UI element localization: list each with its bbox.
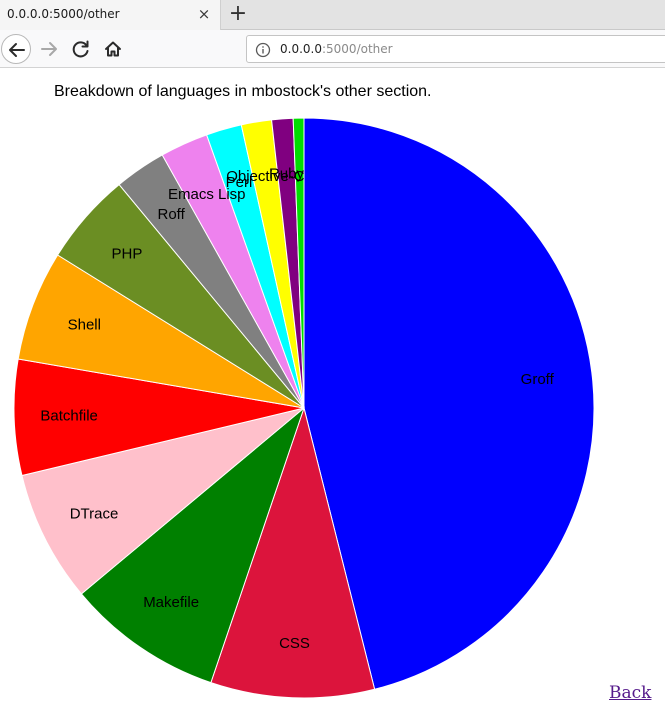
url-text: 0.0.0.0:5000/other <box>280 42 393 56</box>
pie-slice-batchfile <box>13 358 305 477</box>
pie-label-roff: Roff <box>158 206 186 223</box>
pie-label-emacs-lisp: Emacs Lisp <box>168 186 246 203</box>
pie-slice-groff <box>303 117 595 690</box>
back-arrow-icon <box>9 43 25 57</box>
url-path: :5000/other <box>321 42 393 56</box>
url-bar[interactable]: 0.0.0.0:5000/other <box>246 35 665 63</box>
navigation-toolbar: 0.0.0.0:5000/other <box>0 30 665 68</box>
forward-arrow-icon <box>41 42 57 56</box>
info-icon[interactable] <box>255 42 271 58</box>
pie-label-perl: Perl <box>226 174 253 191</box>
page-title: Breakdown of languages in mbostock's oth… <box>54 83 432 100</box>
tab-strip: 0.0.0.0:5000/other × + <box>0 0 665 30</box>
pie-slice-unlabeled <box>292 117 305 409</box>
pie-label-shell: Shell <box>68 317 101 334</box>
pie-label-dtrace: DTrace <box>70 505 119 522</box>
back-button[interactable] <box>1 34 31 64</box>
pie-slice-css <box>210 406 376 699</box>
browser-tab[interactable]: 0.0.0.0:5000/other × <box>0 0 221 30</box>
forward-button[interactable] <box>34 34 64 64</box>
back-link[interactable]: Back <box>609 683 652 703</box>
pie-label-batchfile: Batchfile <box>40 408 98 425</box>
reload-button[interactable] <box>66 34 96 64</box>
new-tab-icon[interactable]: + <box>228 1 248 26</box>
home-button[interactable] <box>98 34 128 64</box>
pie-label-objective-c: Objective-C <box>226 168 305 185</box>
pie-slice-dtrace <box>21 407 305 595</box>
url-host: 0.0.0.0 <box>280 42 322 56</box>
reload-icon <box>72 40 89 58</box>
pie-label-groff: Groff <box>521 371 555 388</box>
tab-close-icon[interactable]: × <box>197 5 211 23</box>
pie-label-ruby: Ruby <box>269 166 305 183</box>
home-icon <box>105 41 121 57</box>
pie-label-css: CSS <box>279 635 310 652</box>
pie-slice-makefile <box>80 406 306 684</box>
pie-label-makefile: Makefile <box>143 594 199 611</box>
tab-title: 0.0.0.0:5000/other <box>7 7 120 21</box>
pie-label-php: PHP <box>112 245 143 262</box>
